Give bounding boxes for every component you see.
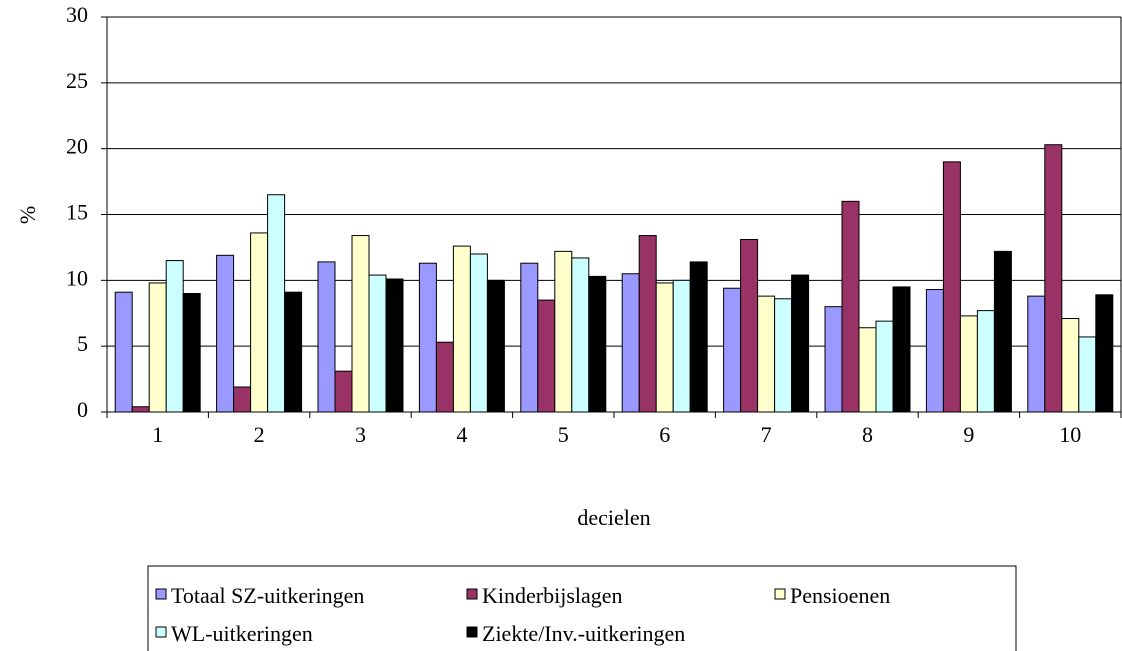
bar — [1027, 295, 1046, 413]
bar — [385, 278, 404, 413]
bar — [723, 287, 742, 413]
x-axis-label: decielen — [577, 505, 650, 530]
x-tick-label: 5 — [558, 422, 569, 447]
bar — [875, 320, 894, 413]
x-tick-label: 1 — [152, 422, 163, 447]
bar — [216, 254, 235, 413]
y-tick-label: 25 — [66, 68, 88, 93]
bar — [672, 279, 691, 413]
x-tick-label: 9 — [963, 422, 974, 447]
legend-label: Totaal SZ-uitkeringen — [171, 583, 364, 608]
y-tick-label: 20 — [66, 134, 88, 159]
y-axis-label: % — [15, 206, 40, 224]
legend-swatch — [155, 626, 167, 638]
y-tick-label: 15 — [66, 200, 88, 225]
legend-box — [147, 565, 1017, 651]
y-tick-label: 5 — [77, 331, 88, 356]
bar — [148, 282, 167, 413]
bar — [1061, 318, 1080, 413]
x-tick-label: 10 — [1059, 422, 1081, 447]
bar — [435, 341, 454, 413]
bar — [976, 310, 995, 413]
bar — [993, 250, 1012, 413]
x-tick-label: 3 — [355, 422, 366, 447]
legend-swatch — [155, 588, 167, 600]
bar — [621, 273, 640, 413]
bar — [165, 260, 184, 413]
bar — [469, 253, 488, 413]
x-tick-label: 4 — [456, 422, 467, 447]
y-tick-label: 10 — [66, 265, 88, 290]
bar — [114, 291, 133, 413]
bar — [182, 293, 201, 413]
bar — [131, 406, 150, 413]
bar — [351, 235, 370, 413]
legend-swatch — [774, 588, 786, 600]
x-tick-label: 7 — [761, 422, 772, 447]
bar — [1078, 336, 1097, 413]
bar — [959, 315, 978, 413]
bar — [824, 306, 843, 413]
bar — [1044, 144, 1063, 413]
bar — [740, 239, 759, 413]
bar — [942, 161, 961, 413]
bar — [368, 274, 387, 413]
bar — [1095, 294, 1114, 413]
bar — [757, 295, 776, 413]
bar — [334, 370, 353, 413]
x-tick-label: 2 — [254, 422, 265, 447]
legend-label: Pensioenen — [790, 583, 890, 608]
bar — [571, 257, 590, 413]
y-tick-label: 0 — [77, 397, 88, 422]
legend-label: Ziekte/Inv.-uitkeringen — [482, 621, 685, 646]
bar — [554, 250, 573, 413]
legend-label: Kinderbijslagen — [482, 583, 623, 608]
bar — [233, 386, 252, 413]
x-tick-label: 8 — [862, 422, 873, 447]
legend-swatch — [466, 588, 478, 600]
legend-swatch — [466, 626, 478, 638]
bar — [655, 282, 674, 413]
y-tick-label: 30 — [66, 2, 88, 27]
bar — [858, 327, 877, 413]
bar — [774, 298, 793, 413]
bar — [284, 291, 303, 413]
bar — [892, 286, 911, 413]
bar — [267, 194, 286, 413]
bar — [638, 235, 657, 413]
bar — [588, 275, 607, 413]
bar — [486, 279, 505, 413]
bar — [925, 289, 944, 413]
bar — [317, 261, 336, 413]
x-tick-label: 6 — [659, 422, 670, 447]
bar — [418, 262, 437, 413]
bar — [520, 262, 539, 413]
bar — [250, 232, 269, 413]
bar — [841, 200, 860, 413]
bar — [689, 261, 708, 413]
bar — [791, 274, 810, 413]
legend-label: WL-uitkeringen — [171, 621, 313, 646]
bar — [537, 299, 556, 413]
bar — [452, 245, 471, 413]
